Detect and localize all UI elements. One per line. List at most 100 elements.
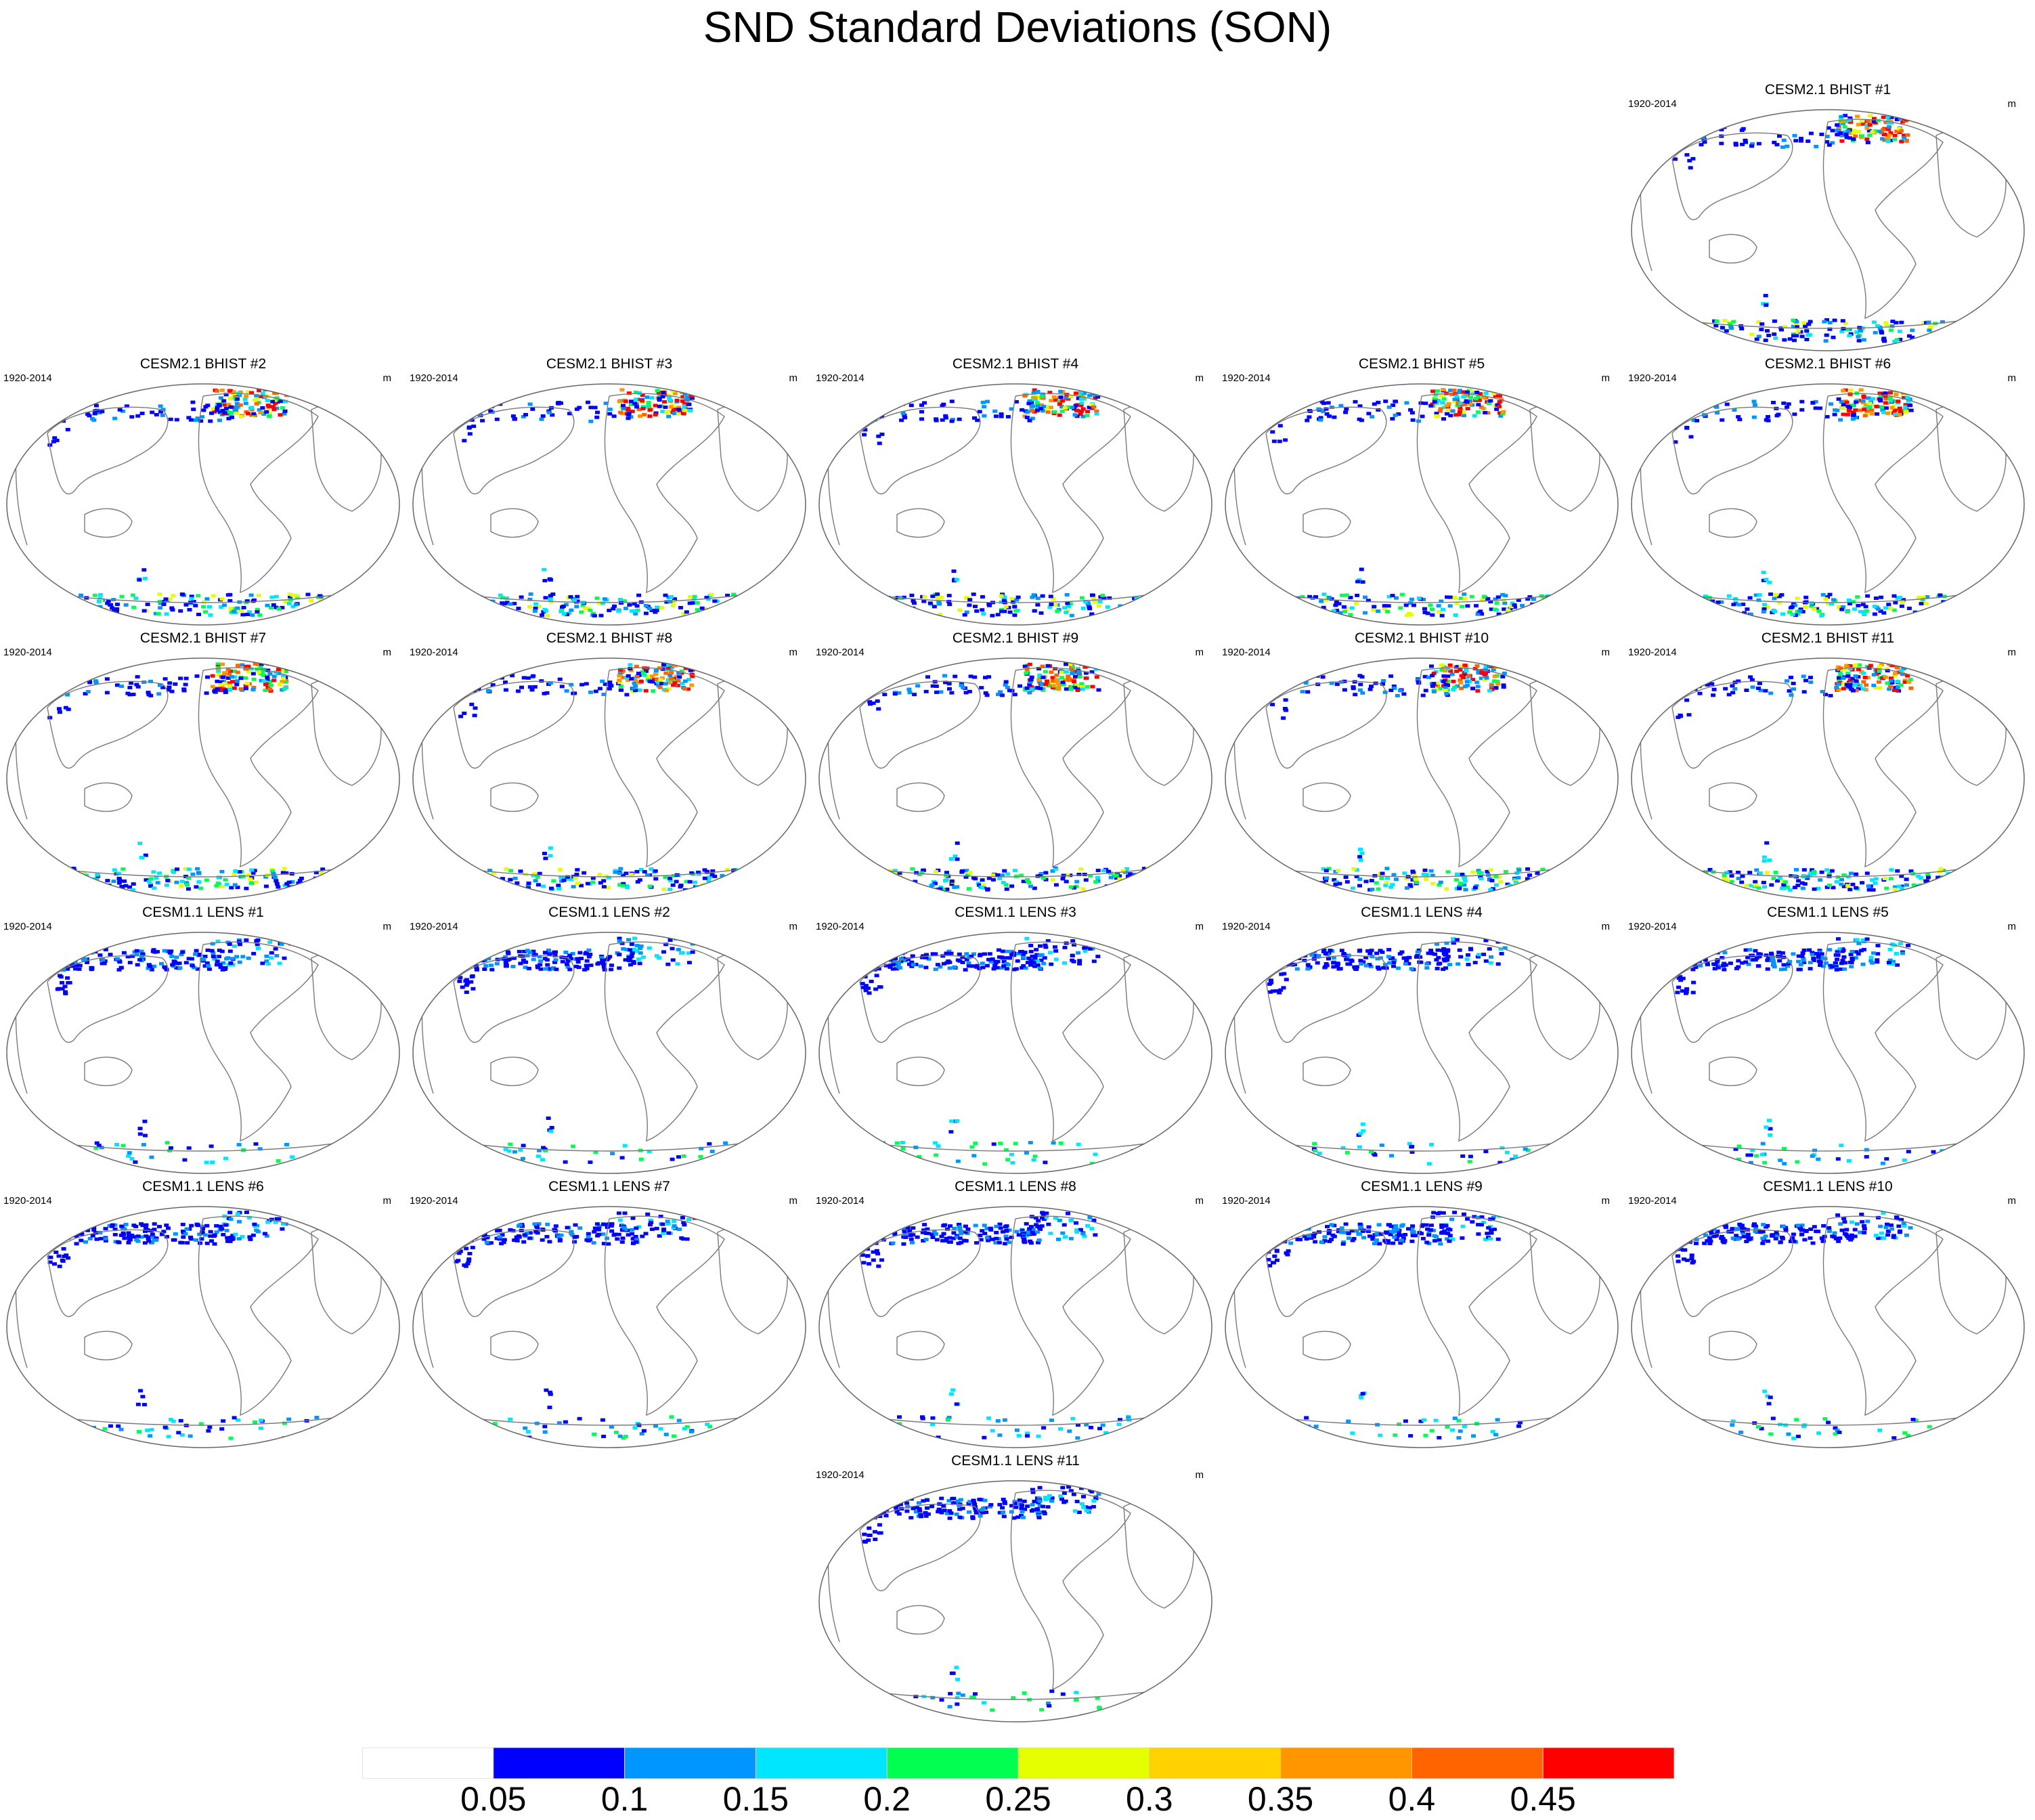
figure-title: SND Standard Deviations (SON) xyxy=(703,3,1332,51)
colorbar-swatch-0 xyxy=(362,1748,494,1779)
map-bhist-11 xyxy=(1631,657,2025,900)
panel-units: m xyxy=(789,647,798,658)
colorbar-tick-label: 0.45 xyxy=(1510,1780,1576,1818)
map-bhist-2 xyxy=(6,383,400,626)
panel-period: 1920-2014 xyxy=(410,372,458,384)
colorbar-tick-label: 0.1 xyxy=(600,1780,649,1818)
panel-title: CESM1.1 LENS #6 xyxy=(142,1179,264,1194)
panel-title: CESM1.1 LENS #1 xyxy=(142,905,264,920)
panel-title: CESM1.1 LENS #3 xyxy=(955,905,1076,920)
colorbar-swatch-4 xyxy=(886,1748,1019,1779)
colorbar-swatch-1 xyxy=(493,1748,626,1779)
panel-period: 1920-2014 xyxy=(410,921,458,932)
panel-units: m xyxy=(1195,372,1204,384)
map-bhist-4 xyxy=(818,383,1212,626)
colorbar-tick-label: 0.3 xyxy=(1126,1780,1173,1818)
panel-title: CESM1.1 LENS #11 xyxy=(951,1453,1080,1469)
panel-period: 1920-2014 xyxy=(816,921,865,932)
panel-units: m xyxy=(382,921,392,932)
colorbar-tick-label: 0.05 xyxy=(460,1780,527,1818)
map-panel-lens-7: CESM1.1 LENS #7 1920-2014 m xyxy=(406,1178,812,1449)
panel-units: m xyxy=(1195,921,1204,932)
panel-title: CESM1.1 LENS #4 xyxy=(1361,905,1483,920)
panel-title: CESM2.1 BHIST #3 xyxy=(546,356,673,372)
map-bhist-6 xyxy=(1631,383,2025,626)
colorbar-tick-label: 0.25 xyxy=(985,1780,1051,1818)
panel-units: m xyxy=(382,647,392,658)
panel-period: 1920-2014 xyxy=(1628,372,1677,384)
map-panel-bhist-10: CESM2.1 BHIST #10 1920-2014 m xyxy=(1219,630,1625,901)
panel-period: 1920-2014 xyxy=(3,647,52,658)
panel-title: CESM2.1 BHIST #8 xyxy=(546,630,673,646)
map-bhist-3 xyxy=(412,383,806,626)
colorbar-swatch-6 xyxy=(1149,1748,1282,1779)
map-bhist-7 xyxy=(6,657,400,900)
map-lens-4 xyxy=(1225,932,1619,1174)
panel-period: 1920-2014 xyxy=(1222,921,1271,932)
panel-period: 1920-2014 xyxy=(1628,98,1677,110)
map-panel-lens-9: CESM1.1 LENS #9 1920-2014 m xyxy=(1219,1178,1625,1449)
panel-period: 1920-2014 xyxy=(1628,921,1677,932)
panel-units: m xyxy=(382,372,392,384)
map-panel-bhist-1: CESM2.1 BHIST #1 1920-2014 m xyxy=(1625,81,2031,352)
panel-title: CESM1.1 LENS #5 xyxy=(1767,905,1889,920)
map-panel-lens-1: CESM1.1 LENS #1 1920-2014 m xyxy=(0,904,406,1175)
panel-title: CESM1.1 LENS #9 xyxy=(1361,1179,1483,1194)
panel-period: 1920-2014 xyxy=(816,647,865,658)
panel-units: m xyxy=(789,372,798,384)
panel-period: 1920-2014 xyxy=(1628,647,1677,658)
panel-title: CESM1.1 LENS #7 xyxy=(548,1179,670,1194)
panel-period: 1920-2014 xyxy=(1222,1195,1271,1207)
map-bhist-8 xyxy=(412,657,806,900)
panel-units: m xyxy=(1601,921,1611,932)
colorbar-swatch-3 xyxy=(755,1748,888,1779)
map-panel-lens-4: CESM1.1 LENS #4 1920-2014 m xyxy=(1219,904,1625,1175)
map-panel-lens-8: CESM1.1 LENS #8 1920-2014 m xyxy=(812,1178,1219,1449)
colorbar-swatch-9 xyxy=(1542,1748,1674,1779)
panel-period: 1920-2014 xyxy=(816,1469,865,1481)
panel-title: CESM2.1 BHIST #2 xyxy=(139,356,267,372)
map-panel-bhist-2: CESM2.1 BHIST #2 1920-2014 m xyxy=(0,355,406,626)
panel-title: CESM1.1 LENS #2 xyxy=(548,905,670,920)
panel-period: 1920-2014 xyxy=(816,1195,865,1207)
panel-title: CESM2.1 BHIST #7 xyxy=(139,630,267,646)
panel-units: m xyxy=(2007,98,2017,110)
map-panel-bhist-7: CESM2.1 BHIST #7 1920-2014 m xyxy=(0,630,406,901)
map-lens-2 xyxy=(412,932,806,1174)
colorbar-swatch-7 xyxy=(1280,1748,1412,1779)
map-lens-7 xyxy=(412,1206,806,1448)
colorbar-swatch-5 xyxy=(1018,1748,1150,1779)
panel-title: CESM2.1 BHIST #9 xyxy=(952,630,1079,646)
map-panel-lens-11: CESM1.1 LENS #11 1920-2014 m xyxy=(812,1452,1219,1723)
panel-title: CESM1.1 LENS #10 xyxy=(1763,1179,1893,1194)
map-bhist-5 xyxy=(1225,383,1619,626)
map-lens-5 xyxy=(1631,932,2025,1174)
map-panel-bhist-5: CESM2.1 BHIST #5 1920-2014 m xyxy=(1219,355,1625,626)
panel-period: 1920-2014 xyxy=(3,372,52,384)
panel-title: CESM1.1 LENS #8 xyxy=(955,1179,1076,1194)
panel-title: CESM2.1 BHIST #1 xyxy=(1764,82,1891,98)
panel-title: CESM2.1 BHIST #4 xyxy=(952,356,1079,372)
map-panel-bhist-4: CESM2.1 BHIST #4 1920-2014 m xyxy=(812,355,1219,626)
panel-units: m xyxy=(1601,1195,1611,1207)
panel-period: 1920-2014 xyxy=(410,647,458,658)
panel-units: m xyxy=(1195,647,1204,658)
colorbar-tick-label: 0.4 xyxy=(1388,1780,1436,1818)
map-bhist-10 xyxy=(1225,657,1619,900)
panel-title: CESM2.1 BHIST #11 xyxy=(1761,630,1895,646)
map-lens-10 xyxy=(1631,1206,2025,1448)
map-panel-bhist-9: CESM2.1 BHIST #9 1920-2014 m xyxy=(812,630,1219,901)
panel-units: m xyxy=(1601,647,1611,658)
map-panel-lens-2: CESM1.1 LENS #2 1920-2014 m xyxy=(406,904,812,1175)
map-lens-3 xyxy=(818,932,1212,1174)
map-bhist-1 xyxy=(1631,109,2025,351)
panel-units: m xyxy=(789,921,798,932)
panel-units: m xyxy=(2007,1195,2017,1207)
colorbar xyxy=(362,1748,1674,1779)
panel-title: CESM2.1 BHIST #5 xyxy=(1358,356,1485,372)
colorbar-tick-label: 0.35 xyxy=(1247,1780,1314,1818)
panel-period: 1920-2014 xyxy=(3,921,52,932)
map-panel-lens-10: CESM1.1 LENS #10 1920-2014 m xyxy=(1625,1178,2031,1449)
panel-title: CESM2.1 BHIST #10 xyxy=(1354,630,1489,646)
panel-units: m xyxy=(789,1195,798,1207)
